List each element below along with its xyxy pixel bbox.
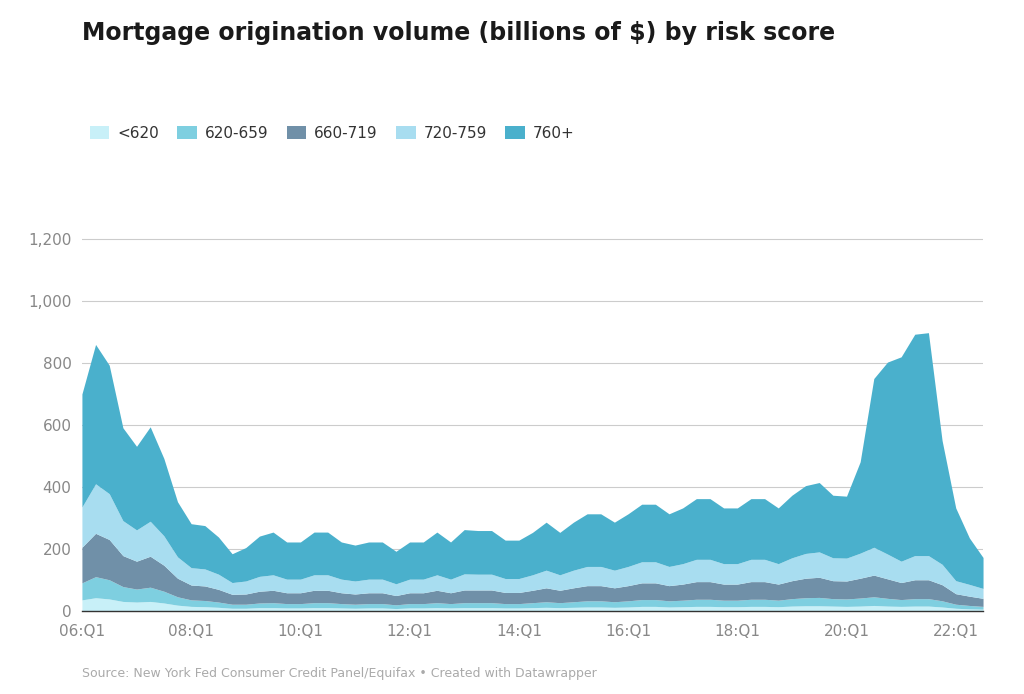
Text: Source: New York Fed Consumer Credit Panel/Equifax • Created with Datawrapper: Source: New York Fed Consumer Credit Pan… [82,667,597,680]
Text: Mortgage origination volume (billions of $) by risk score: Mortgage origination volume (billions of… [82,21,835,45]
Legend: <620, 620-659, 660-719, 720-759, 760+: <620, 620-659, 660-719, 720-759, 760+ [89,126,574,141]
